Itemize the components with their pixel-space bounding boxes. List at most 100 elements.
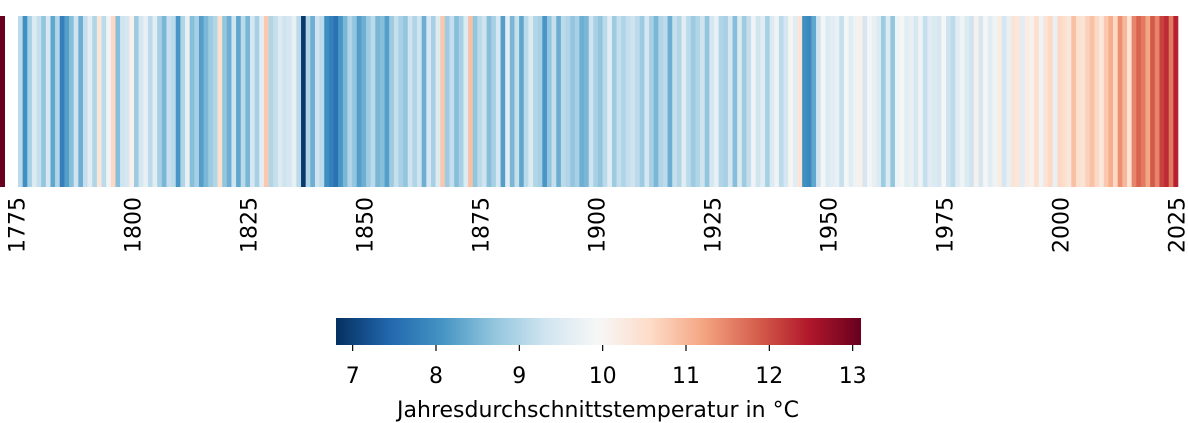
stripe-1868 [449, 16, 455, 187]
stripe-1963 [890, 16, 896, 187]
stripe-1900 [598, 16, 603, 187]
stripe-1796 [115, 16, 121, 187]
stripe-1842 [328, 16, 334, 187]
stripe-1798 [124, 16, 130, 187]
stripe-2008 [1099, 16, 1105, 187]
stripe-1794 [106, 16, 112, 187]
stripe-1816 [208, 16, 214, 187]
stripe-1992 [1024, 16, 1030, 187]
stripe-1827 [259, 16, 265, 187]
colorbar-tick-label: 11 [672, 364, 700, 389]
stripe-1884 [523, 16, 529, 187]
stripe-1778 [31, 16, 37, 187]
x-tick-label: 1850 [354, 197, 379, 253]
stripe-1850 [366, 16, 371, 187]
stripe-1926 [718, 16, 724, 187]
stripe-1899 [593, 16, 599, 187]
stripe-1801 [138, 16, 144, 187]
stripe-1891 [556, 16, 562, 187]
stripe-1906 [625, 16, 631, 187]
stripe-2022 [1164, 16, 1170, 187]
stripe-1849 [361, 16, 367, 187]
stripe-1795 [110, 16, 116, 187]
stripe-1952 [839, 16, 845, 187]
stripe-1955 [853, 16, 859, 187]
stripe-1996 [1043, 16, 1049, 187]
stripe-1908 [635, 16, 641, 187]
stripe-2007 [1094, 16, 1100, 187]
stripe-1995 [1038, 16, 1044, 187]
stripe-2013 [1122, 16, 1128, 187]
stripe-2006 [1089, 16, 1095, 187]
stripe-1982 [978, 16, 984, 187]
stripe-1802 [143, 16, 149, 187]
stripe-1903 [611, 16, 617, 187]
stripe-1862 [421, 16, 427, 187]
stripe-1853 [379, 16, 385, 187]
stripe-1859 [407, 16, 413, 187]
colorbar-tick-label: 13 [839, 364, 867, 389]
stripe-1876 [486, 16, 492, 187]
stripe-1988 [1006, 16, 1012, 187]
stripe-1856 [393, 16, 399, 187]
stripe-1785 [64, 16, 70, 187]
stripe-1943 [797, 16, 803, 187]
stripe-1980 [969, 16, 975, 187]
stripe-1895 [574, 16, 580, 187]
stripe-1946 [811, 16, 817, 187]
stripe-1990 [1015, 16, 1021, 187]
stripe-1823 [240, 16, 246, 187]
stripe-1846 [347, 16, 353, 187]
stripe-1826 [254, 16, 260, 187]
stripe-1845 [342, 16, 348, 187]
stripe-1970 [922, 16, 928, 187]
stripe-1901 [602, 16, 608, 187]
stripe-1863 [426, 16, 432, 187]
colorbar-tick-label: 9 [512, 364, 526, 389]
stripe-1929 [732, 16, 738, 187]
stripe-1968 [913, 16, 919, 187]
stripe-1973 [936, 16, 942, 187]
stripe-1902 [607, 16, 613, 187]
stripe-1907 [630, 16, 636, 187]
stripe-1938 [774, 16, 780, 187]
stripe-2023 [1168, 16, 1174, 187]
stripe-2019 [1150, 16, 1156, 187]
stripe-2004 [1080, 16, 1086, 187]
stripe-1913 [658, 16, 664, 187]
stripe-1792 [96, 16, 102, 187]
stripe-1840 [319, 16, 325, 187]
stripe-1924 [709, 16, 715, 187]
stripe-1972 [932, 16, 938, 187]
stripe-1998 [1052, 16, 1058, 187]
stripe-1958 [867, 16, 873, 187]
stripe-1933 [751, 16, 757, 187]
stripe-1866 [440, 16, 446, 187]
stripe-1911 [649, 16, 654, 187]
stripe-1803 [147, 16, 153, 187]
stripe-1837 [305, 16, 311, 187]
stripe-1817 [212, 16, 218, 187]
stripe-1870 [458, 16, 464, 187]
stripe-1987 [1001, 16, 1007, 187]
stripe-1993 [1029, 16, 1035, 187]
stripe-1880 [505, 16, 511, 187]
stripe-1979 [964, 16, 970, 187]
stripe-1910 [644, 16, 650, 187]
stripe-1800 [134, 16, 139, 187]
stripe-2021 [1159, 16, 1165, 187]
stripe-1930 [737, 16, 743, 187]
x-tick-label: 1775 [6, 197, 31, 253]
stripe-1841 [324, 16, 330, 187]
stripe-1888 [542, 16, 548, 187]
stripe-1831 [277, 16, 283, 187]
stripe-1969 [918, 16, 924, 187]
stripe-1945 [806, 16, 812, 187]
x-axis-ticks: 1775 1800 1825 1850 1875 1900 1925 1950 1975 2000… [6, 197, 1188, 253]
stripe-1833 [287, 16, 293, 187]
stripe-1974 [941, 16, 947, 187]
x-tick-label: 2025 [1166, 197, 1188, 253]
stripe-1812 [189, 16, 195, 187]
stripe-1885 [528, 16, 534, 187]
